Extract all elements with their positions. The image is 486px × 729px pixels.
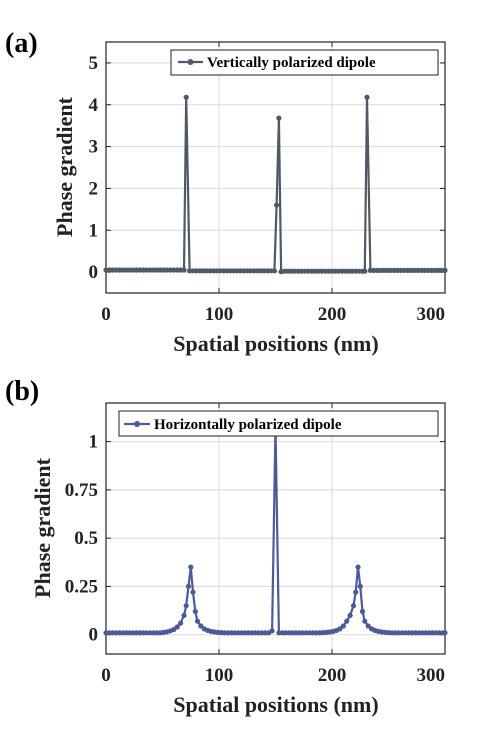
plot-frame-b: [105, 402, 446, 655]
data-point-b-24: [183, 603, 189, 609]
y-tick-label-b-3: 0.75: [65, 480, 98, 501]
legend-box-a: [170, 49, 439, 76]
x-tick-label-a-1: 100: [205, 304, 234, 325]
x-tick-label-a-3: 300: [417, 304, 446, 325]
x-tick-label-b-0: 0: [101, 665, 111, 686]
data-point-b-51: [269, 628, 275, 634]
data-point-b-28: [192, 608, 198, 615]
data-point-b-81: [365, 623, 371, 629]
data-point-a-51: [274, 202, 280, 208]
series-line-b-0: [106, 425, 445, 634]
panel-label-a: (a): [5, 28, 38, 59]
plot-frame-a: [105, 41, 446, 294]
data-point-b-22: [178, 620, 184, 626]
data-point-b-26: [188, 564, 194, 570]
data-point-b-29: [194, 618, 201, 624]
y-axis-label-b: Phase gradient: [30, 457, 55, 598]
series-line-a-0: [106, 96, 445, 273]
data-point-b-77: [355, 564, 361, 570]
data-point-b-21: [174, 624, 180, 630]
data-point-b-72: [340, 623, 346, 629]
y-tick-label-a-5: 5: [89, 53, 99, 74]
y-tick-label-a-0: 0: [89, 262, 99, 283]
data-point-b-71: [337, 626, 343, 632]
y-tick-label-a-3: 3: [89, 137, 99, 158]
data-point-b-23: [181, 612, 187, 619]
x-tick-label-b-2: 200: [318, 665, 347, 686]
data-point-a-78: [362, 268, 368, 274]
x-ticks-b: 0 100 200 300: [101, 403, 446, 686]
legend-marker-a: [187, 59, 194, 65]
x-ticks-a: 0 100 200 300: [101, 42, 446, 325]
x-axis-label-b: Spatial positions (nm): [173, 692, 378, 717]
data-point-b-30: [198, 623, 204, 629]
x-axis-label-a: Spatial positions (nm): [173, 331, 378, 356]
chart-b: (b) 0 0.25 0.5 0.75 1 0 100 200 300 Spatial pos…: [5, 376, 448, 717]
x-tick-label-a-2: 200: [318, 304, 347, 325]
x-tick-label-b-1: 100: [205, 665, 234, 686]
y-tick-label-a-1: 1: [89, 220, 99, 241]
data-point-b-78: [357, 583, 363, 590]
data-point-a-52: [276, 115, 282, 121]
data-point-b-80: [362, 618, 368, 624]
series-a: [103, 94, 448, 275]
legend-b: Horizontally polarized dipole: [118, 410, 439, 437]
legend-entry-a: Vertically polarized dipole: [207, 55, 376, 71]
y-axis-label-a: Phase gradient: [52, 96, 77, 237]
y-tick-label-a-2: 2: [89, 178, 99, 199]
data-point-a-23: [181, 267, 187, 273]
legend-a: Vertically polarized dipole: [170, 49, 439, 76]
data-point-b-27: [190, 589, 196, 595]
data-point-b-76: [353, 589, 359, 595]
data-point-b-75: [350, 603, 357, 609]
y-tick-label-b-4: 1: [89, 432, 99, 453]
x-tick-label-b-3: 300: [417, 665, 446, 686]
panel-label-b: (b): [5, 376, 39, 407]
y-ticks-a: 0 1 2 3 4 5: [89, 53, 445, 283]
data-point-b-79: [359, 608, 366, 615]
data-point-a-50: [271, 268, 277, 274]
y-tick-label-b-0: 0: [89, 625, 99, 646]
y-tick-label-b-2: 0.5: [74, 528, 98, 549]
x-tick-label-a-0: 0: [101, 304, 111, 325]
data-point-b-25: [185, 583, 192, 590]
data-point-a-79: [364, 94, 370, 100]
data-point-a-24: [183, 94, 189, 100]
data-point-b-74: [347, 612, 353, 619]
legend-marker-b: [134, 421, 140, 427]
chart-a: (a) 0 1 2 3 4 5 0 100 200 300 Spatial positions …: [5, 28, 448, 356]
y-tick-label-b-1: 0.25: [65, 576, 98, 597]
y-tick-label-a-4: 4: [89, 95, 99, 116]
series-b: [103, 423, 448, 636]
data-point-b-104: [442, 630, 448, 636]
data-point-a-102: [442, 267, 448, 273]
legend-box-b: [118, 410, 439, 437]
data-point-b-73: [344, 618, 350, 624]
y-ticks-b: 0 0.25 0.5 0.75 1: [65, 432, 445, 646]
legend-entry-b: Horizontally polarized dipole: [154, 417, 342, 433]
